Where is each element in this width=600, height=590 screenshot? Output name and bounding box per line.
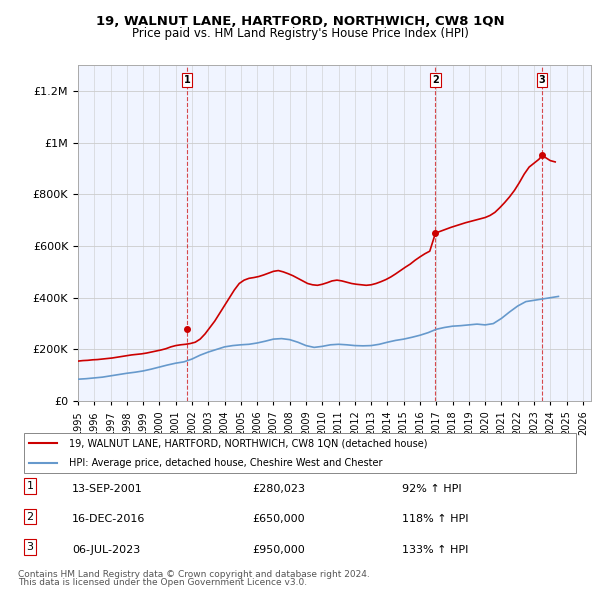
Text: 19, WALNUT LANE, HARTFORD, NORTHWICH, CW8 1QN: 19, WALNUT LANE, HARTFORD, NORTHWICH, CW… xyxy=(95,15,505,28)
Text: 1: 1 xyxy=(184,75,190,85)
Text: £950,000: £950,000 xyxy=(252,545,305,555)
Text: 3: 3 xyxy=(539,75,545,85)
Text: 06-JUL-2023: 06-JUL-2023 xyxy=(72,545,140,555)
Text: HPI: Average price, detached house, Cheshire West and Chester: HPI: Average price, detached house, Ches… xyxy=(69,458,382,467)
Text: This data is licensed under the Open Government Licence v3.0.: This data is licensed under the Open Gov… xyxy=(18,578,307,587)
Text: £280,023: £280,023 xyxy=(252,484,305,494)
Text: 92% ↑ HPI: 92% ↑ HPI xyxy=(402,484,461,494)
Text: Price paid vs. HM Land Registry's House Price Index (HPI): Price paid vs. HM Land Registry's House … xyxy=(131,27,469,40)
Text: 3: 3 xyxy=(26,542,34,552)
Text: 16-DEC-2016: 16-DEC-2016 xyxy=(72,514,145,525)
Text: £650,000: £650,000 xyxy=(252,514,305,525)
Text: 118% ↑ HPI: 118% ↑ HPI xyxy=(402,514,469,525)
Text: Contains HM Land Registry data © Crown copyright and database right 2024.: Contains HM Land Registry data © Crown c… xyxy=(18,571,370,579)
Text: 13-SEP-2001: 13-SEP-2001 xyxy=(72,484,143,494)
Text: 19, WALNUT LANE, HARTFORD, NORTHWICH, CW8 1QN (detached house): 19, WALNUT LANE, HARTFORD, NORTHWICH, CW… xyxy=(69,438,427,448)
Text: 1: 1 xyxy=(26,481,34,491)
Text: 2: 2 xyxy=(26,512,34,522)
Text: 2: 2 xyxy=(432,75,439,85)
Text: 133% ↑ HPI: 133% ↑ HPI xyxy=(402,545,469,555)
FancyBboxPatch shape xyxy=(23,433,577,473)
